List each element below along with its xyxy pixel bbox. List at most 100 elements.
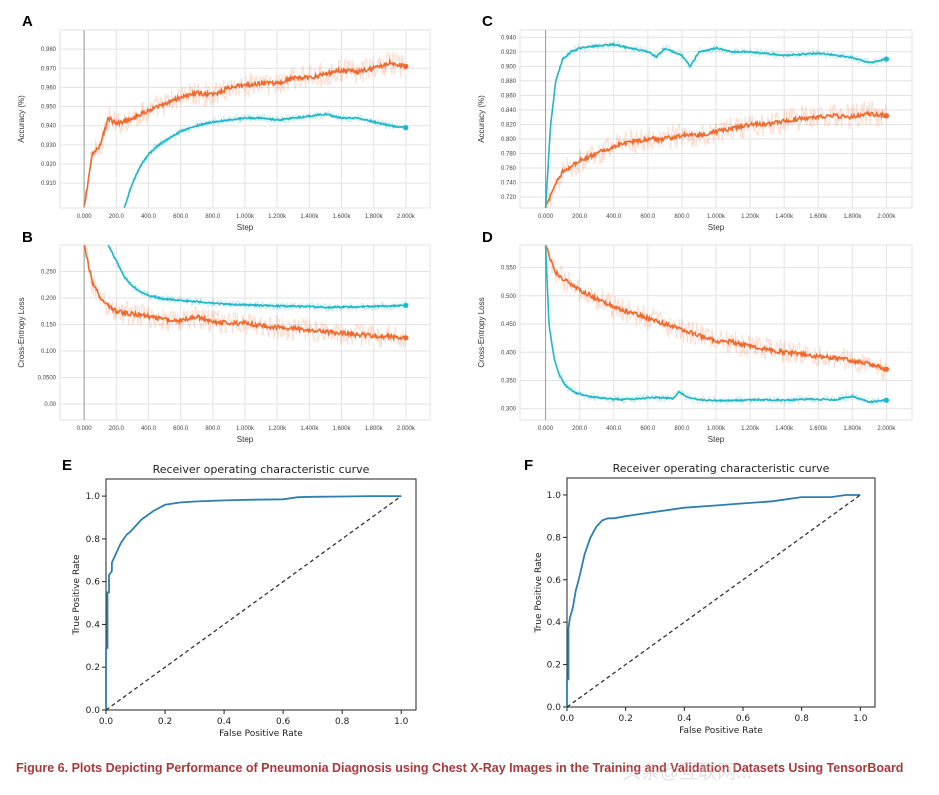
y-tick-label: 1.0 [86,492,101,502]
x-tick-label: 400.0 [606,214,622,220]
x-tick-label: 1.600k [333,214,352,220]
y-tick-label: 0.950 [41,105,57,111]
x-tick-label: 2.000k [397,214,416,220]
x-axis-label: False Positive Rate [219,729,303,739]
x-tick-label: 0.6 [276,717,291,727]
plot-frame [59,29,431,209]
x-tick-label: 1.200k [268,426,287,432]
panel-letter-c: C [482,13,493,30]
y-tick-label: 0.720 [501,195,517,201]
y-tick-label: 0.760 [501,166,517,172]
x-tick-label: 0.2 [158,717,172,727]
panel-f: F 0.0 0.2 0.4 0.6 0.8 1.0 0.0 0.2 0.4 0.6 0.8 1.0 Rec… [524,457,876,736]
x-tick-label: 1.800k [365,214,384,220]
end-marker-orange [883,113,890,119]
smoothed-line-orange [83,57,407,207]
y-tick-label: 0.150 [41,323,57,329]
x-tick-label: 0.000 [77,426,93,432]
y-tick-label: 0.6 [547,576,562,586]
x-tick-label: 800.0 [674,214,690,220]
x-tick-label: 0.4 [677,714,692,724]
y-tick-label: 0.350 [501,378,517,384]
roc-curve [566,494,861,707]
x-axis-label: False Positive Rate [679,726,763,736]
x-tick-label: 2.000k [397,426,416,432]
x-tick-label: 1.600k [333,426,352,432]
y-tick-label: 0.300 [501,407,517,413]
y-tick-label: 0.900 [501,64,517,70]
chance-diagonal [105,495,402,711]
figure-caption: Figure 6. Plots Depicting Performance of… [16,761,904,775]
chart-title: Receiver operating characteristic curve [613,462,830,475]
y-tick-label: 0.880 [501,79,517,85]
y-tick-label: 0.800 [501,137,517,143]
end-marker-teal [883,397,890,403]
smoothed-line-teal [544,42,887,208]
x-tick-label: 600.0 [173,214,189,220]
end-marker-orange [883,366,890,372]
x-tick-label: 200.0 [109,426,125,432]
x-tick-label: 0.2 [619,714,633,724]
x-tick-label: 1.600k [809,426,828,432]
x-tick-label: 0.0 [99,717,114,727]
y-tick-label: 1.0 [547,491,562,501]
x-tick-label: 1.000k [236,214,255,220]
y-tick-label: 0.960 [41,85,57,91]
raw-trace-orange [545,100,887,208]
y-axis-label: Accuracy (%) [477,95,486,143]
x-tick-label: 200.0 [109,214,125,220]
x-tick-label: 1.000k [707,214,726,220]
x-axis-label: Step [237,435,254,444]
x-axis-label: Step [708,435,725,444]
plot-frame [59,244,431,421]
x-tick-label: 200.0 [572,426,588,432]
x-tick-label: 0.000 [77,214,93,220]
y-tick-label: 0.6 [86,578,101,588]
y-tick-label: 0.8 [86,535,101,545]
x-tick-label: 1.800k [843,426,862,432]
panel-letter-a: A [22,13,33,30]
y-tick-label: 0.100 [41,349,57,355]
panel-b: B 0.000 200.0 400.0 600.0 800.0 1.000k 1.200k 1.… [17,229,431,444]
y-tick-label: 0.780 [501,152,517,158]
x-tick-label: 1.200k [741,214,760,220]
x-tick-label: 1.000k [236,426,255,432]
y-tick-label: 0.8 [547,533,562,543]
y-tick-label: 0.980 [41,47,57,53]
x-tick-label: 600.0 [173,426,189,432]
y-axis-label: True Positive Rate [72,554,82,636]
y-tick-label: 0.910 [41,181,57,187]
x-tick-label: 1.000k [707,426,726,432]
x-tick-label: 400.0 [606,426,622,432]
panel-a: A 0.000 200.0 400.0 600.0 800.0 1.000k 1.200k 1.… [17,13,431,232]
x-tick-label: 1.800k [843,214,862,220]
y-tick-label: 0.940 [501,35,517,41]
x-axis-label: Step [708,223,725,232]
panel-d: D 0.000 200.0 400.0 600.0 800.0 1.000k 1.200k 1.… [477,229,913,444]
panel-e: E 0.0 0.2 0.4 0.6 0.8 1.0 0.0 0.2 0.4 0.6 0.8 1.0 Rec… [62,457,417,739]
y-tick-label: 0.0 [547,703,562,713]
y-tick-label: 0.0500 [38,376,57,382]
raw-trace-teal [108,245,407,314]
x-tick-label: 400.0 [141,426,157,432]
x-tick-label: 0.8 [335,717,350,727]
y-tick-label: 0.4 [86,620,101,630]
end-marker-teal [883,56,890,62]
y-tick-label: 0.400 [501,350,517,356]
y-tick-label: 0.920 [41,162,57,168]
x-tick-label: 0.000 [538,214,554,220]
x-tick-label: 800.0 [205,214,221,220]
x-tick-label: 1.0 [394,717,409,727]
y-tick-label: 0.450 [501,322,517,328]
y-tick-label: 0.920 [501,50,517,56]
smoothed-line-orange [544,245,887,373]
x-axis-label: Step [237,223,254,232]
chart-title: Receiver operating characteristic curve [153,463,370,476]
smoothed-line-teal [107,245,407,310]
x-tick-label: 1.400k [775,214,794,220]
roc-curve [105,495,402,710]
y-tick-label: 0.860 [501,93,517,99]
y-axis-label: True Positive Rate [534,552,544,634]
y-tick-label: 0.4 [547,618,562,628]
end-marker-orange [403,63,409,69]
